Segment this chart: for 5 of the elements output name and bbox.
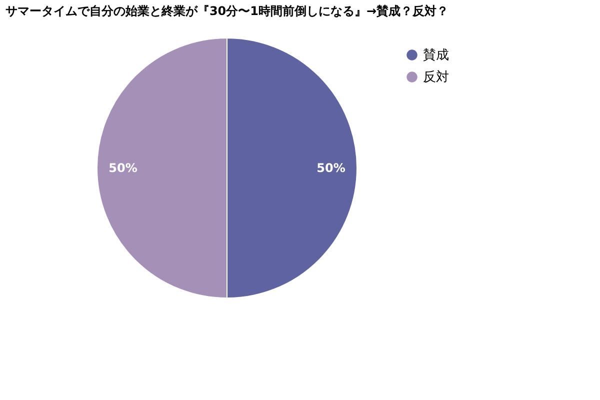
legend-label: 反対 — [423, 69, 449, 85]
data-label: 50% — [108, 161, 138, 175]
chart-title: サマータイムで自分の始業と終業が『30分〜1時間前倒しになる』→賛成？反対？ — [5, 4, 449, 18]
legend-label: 賛成 — [423, 48, 449, 63]
data-label: 50% — [316, 161, 346, 175]
